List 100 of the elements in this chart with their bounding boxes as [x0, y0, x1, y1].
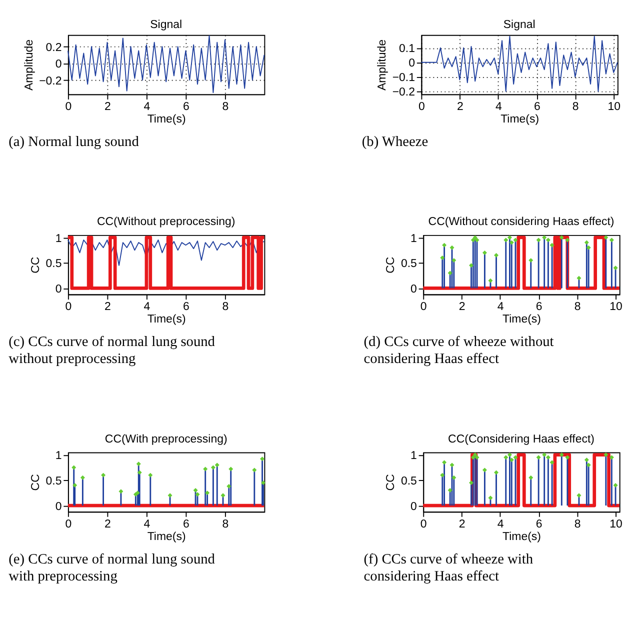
- point: [252, 468, 257, 472]
- point: [482, 468, 487, 472]
- y-axis-title: CC: [30, 474, 42, 491]
- point: [482, 250, 487, 255]
- x-tick-label: 0: [65, 518, 72, 530]
- point: [72, 465, 76, 470]
- point: [546, 238, 550, 242]
- point: [101, 472, 106, 478]
- x-tick-label: 0: [418, 101, 425, 114]
- point: [488, 496, 493, 500]
- y-tick-label: 1: [55, 232, 62, 245]
- point: [450, 245, 454, 250]
- point: [137, 470, 142, 475]
- x-tick-label: 6: [183, 301, 190, 314]
- text: (e) CCs curve of normal lung sound with preprocessing: [8, 551, 215, 585]
- y-tick-label: 0.2: [46, 42, 62, 54]
- point: [504, 238, 508, 242]
- x-tick-label: 4: [144, 101, 151, 114]
- y-tick-label: 1: [55, 450, 62, 462]
- x-tick-label: 2: [104, 301, 111, 314]
- y-tick-label: 0.5: [46, 258, 62, 270]
- x-tick-label: 10: [610, 518, 622, 530]
- y-tick-label: 0: [55, 58, 62, 71]
- x-tick-label: 4: [497, 301, 504, 314]
- x-axis-title: Time(s): [502, 530, 542, 543]
- y-tick-label: −0.2: [392, 86, 415, 99]
- x-axis-title: Time(s): [500, 113, 540, 126]
- x-tick-label: 10: [608, 101, 620, 114]
- point: [576, 276, 582, 280]
- y-tick-label: 0.5: [400, 475, 417, 488]
- point: [542, 452, 547, 458]
- point: [203, 466, 208, 472]
- point: [494, 470, 498, 475]
- point: [210, 465, 216, 470]
- x-tick-label: 4: [144, 301, 151, 314]
- x-tick-label: 8: [574, 518, 581, 530]
- point: [536, 238, 541, 242]
- chart-title: CC(Considering Haas effect): [448, 433, 595, 446]
- x-tick-label: 4: [497, 518, 504, 530]
- y-axis-title: CC: [385, 474, 398, 491]
- point: [205, 490, 210, 496]
- point: [613, 482, 618, 488]
- point: [440, 256, 445, 260]
- y-axis-title: CC: [385, 256, 398, 274]
- point: [550, 242, 554, 248]
- x-tick-label: 0: [420, 518, 427, 530]
- point: [494, 252, 498, 258]
- x-tick-label: 2: [458, 301, 466, 314]
- y-tick-label: −0.2: [39, 75, 62, 88]
- y-tick-label: 0.5: [46, 475, 62, 488]
- line-series: [420, 36, 618, 92]
- point: [472, 452, 478, 458]
- point: [220, 493, 226, 498]
- text: (c) CCs curve of normal lung sound without preprocessing: [8, 334, 215, 368]
- x-axis-title: Time(s): [147, 113, 186, 126]
- point: [528, 258, 534, 263]
- point: [542, 235, 547, 240]
- x-tick-label: 2: [104, 101, 111, 114]
- y-tick-label: 0: [410, 284, 417, 296]
- point: [472, 235, 478, 240]
- y-tick-label: 0.5: [400, 258, 417, 270]
- point: [504, 455, 508, 460]
- chart-title: CC(Without considering Haas effect): [428, 216, 614, 228]
- x-axis-title: Time(s): [502, 314, 542, 326]
- point: [604, 235, 608, 240]
- point: [565, 455, 570, 460]
- point: [609, 238, 614, 242]
- x-tick-label: 6: [183, 518, 190, 530]
- x-tick-label: 4: [495, 101, 502, 114]
- x-tick-label: 8: [222, 518, 229, 530]
- x-tick-label: 2: [458, 518, 466, 530]
- point: [442, 460, 447, 465]
- point: [507, 452, 512, 458]
- point: [509, 458, 514, 462]
- point: [474, 238, 480, 242]
- x-tick-label: 6: [536, 518, 542, 530]
- x-axis-title: Time(s): [147, 314, 186, 326]
- y-axis-title: CC: [30, 256, 42, 274]
- chart-title: CC(With preprocessing): [104, 433, 228, 446]
- point: [528, 475, 534, 480]
- point: [193, 488, 198, 493]
- text: (f) CCs curve of wheeze with considering Haas effect: [364, 551, 534, 585]
- point: [586, 462, 591, 468]
- point: [195, 492, 200, 497]
- y-axis-title: Amplitude: [376, 40, 389, 91]
- point: [148, 472, 153, 478]
- point: [448, 270, 452, 276]
- x-tick-label: 8: [222, 101, 229, 114]
- x-tick-label: 6: [534, 101, 540, 114]
- x-tick-label: 2: [104, 518, 111, 530]
- x-tick-label: 4: [144, 518, 151, 530]
- y-tick-label: 0.1: [399, 43, 415, 56]
- x-tick-label: 8: [572, 101, 579, 114]
- x-tick-label: 2: [456, 101, 464, 114]
- x-tick-label: 0: [420, 301, 427, 314]
- point: [260, 456, 264, 462]
- text: (d) CCs curve of wheeze without considering Haas effect: [364, 334, 554, 368]
- chart-title: Signal: [150, 19, 182, 32]
- point: [474, 455, 480, 460]
- point: [565, 238, 570, 242]
